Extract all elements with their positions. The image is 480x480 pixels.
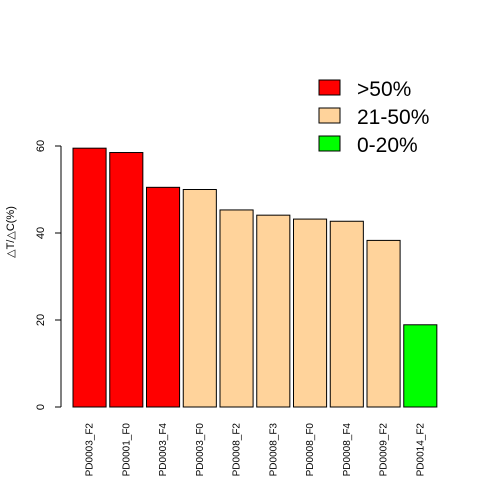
x-tick-label: PD0008_F4 bbox=[342, 423, 353, 477]
bar bbox=[293, 218, 328, 408]
x-tick-label: PD0003_F4 bbox=[158, 423, 169, 477]
bars bbox=[72, 147, 438, 408]
y-tick-label: 0 bbox=[35, 404, 47, 410]
legend-swatch bbox=[318, 107, 341, 124]
y-tick-label: 20 bbox=[35, 314, 47, 326]
y-axis-label: △T/△C(%) bbox=[5, 206, 17, 258]
bar bbox=[109, 152, 144, 408]
x-tick-label: PD0014_F2 bbox=[415, 423, 426, 477]
x-tick-labels: PD0003_F2 PD0001_F0 PD0003_F4 PD0003_F0 PD00… bbox=[85, 423, 427, 477]
bar bbox=[403, 324, 438, 408]
legend-swatch bbox=[318, 135, 341, 152]
x-tick-label: PD0008_F3 bbox=[268, 423, 279, 477]
x-tick-label: PD0003_F2 bbox=[85, 423, 96, 477]
legend-label: 21-50% bbox=[357, 106, 429, 129]
y-axis: 0 20 40 60 bbox=[35, 140, 62, 410]
y-tick-label: 40 bbox=[35, 227, 47, 239]
x-tick-label: PD0009_F2 bbox=[379, 423, 390, 477]
bar bbox=[256, 214, 291, 408]
bar bbox=[366, 239, 401, 408]
bar bbox=[72, 147, 107, 408]
legend-label: 0-20% bbox=[357, 134, 418, 157]
x-tick-label: PD0001_F0 bbox=[121, 423, 132, 477]
bar bbox=[219, 209, 254, 408]
bar bbox=[182, 189, 217, 408]
x-tick-label: PD0008_F0 bbox=[305, 423, 316, 477]
x-tick-label: PD0003_F0 bbox=[195, 423, 206, 477]
bar bbox=[329, 220, 364, 408]
legend-label: >50% bbox=[357, 78, 411, 101]
x-tick-label: PD0008_F2 bbox=[232, 423, 243, 477]
legend-swatch bbox=[318, 79, 341, 96]
y-tick-label: 60 bbox=[35, 140, 47, 152]
bar bbox=[146, 186, 181, 408]
legend: >50% 21-50% 0-20% bbox=[318, 78, 429, 157]
